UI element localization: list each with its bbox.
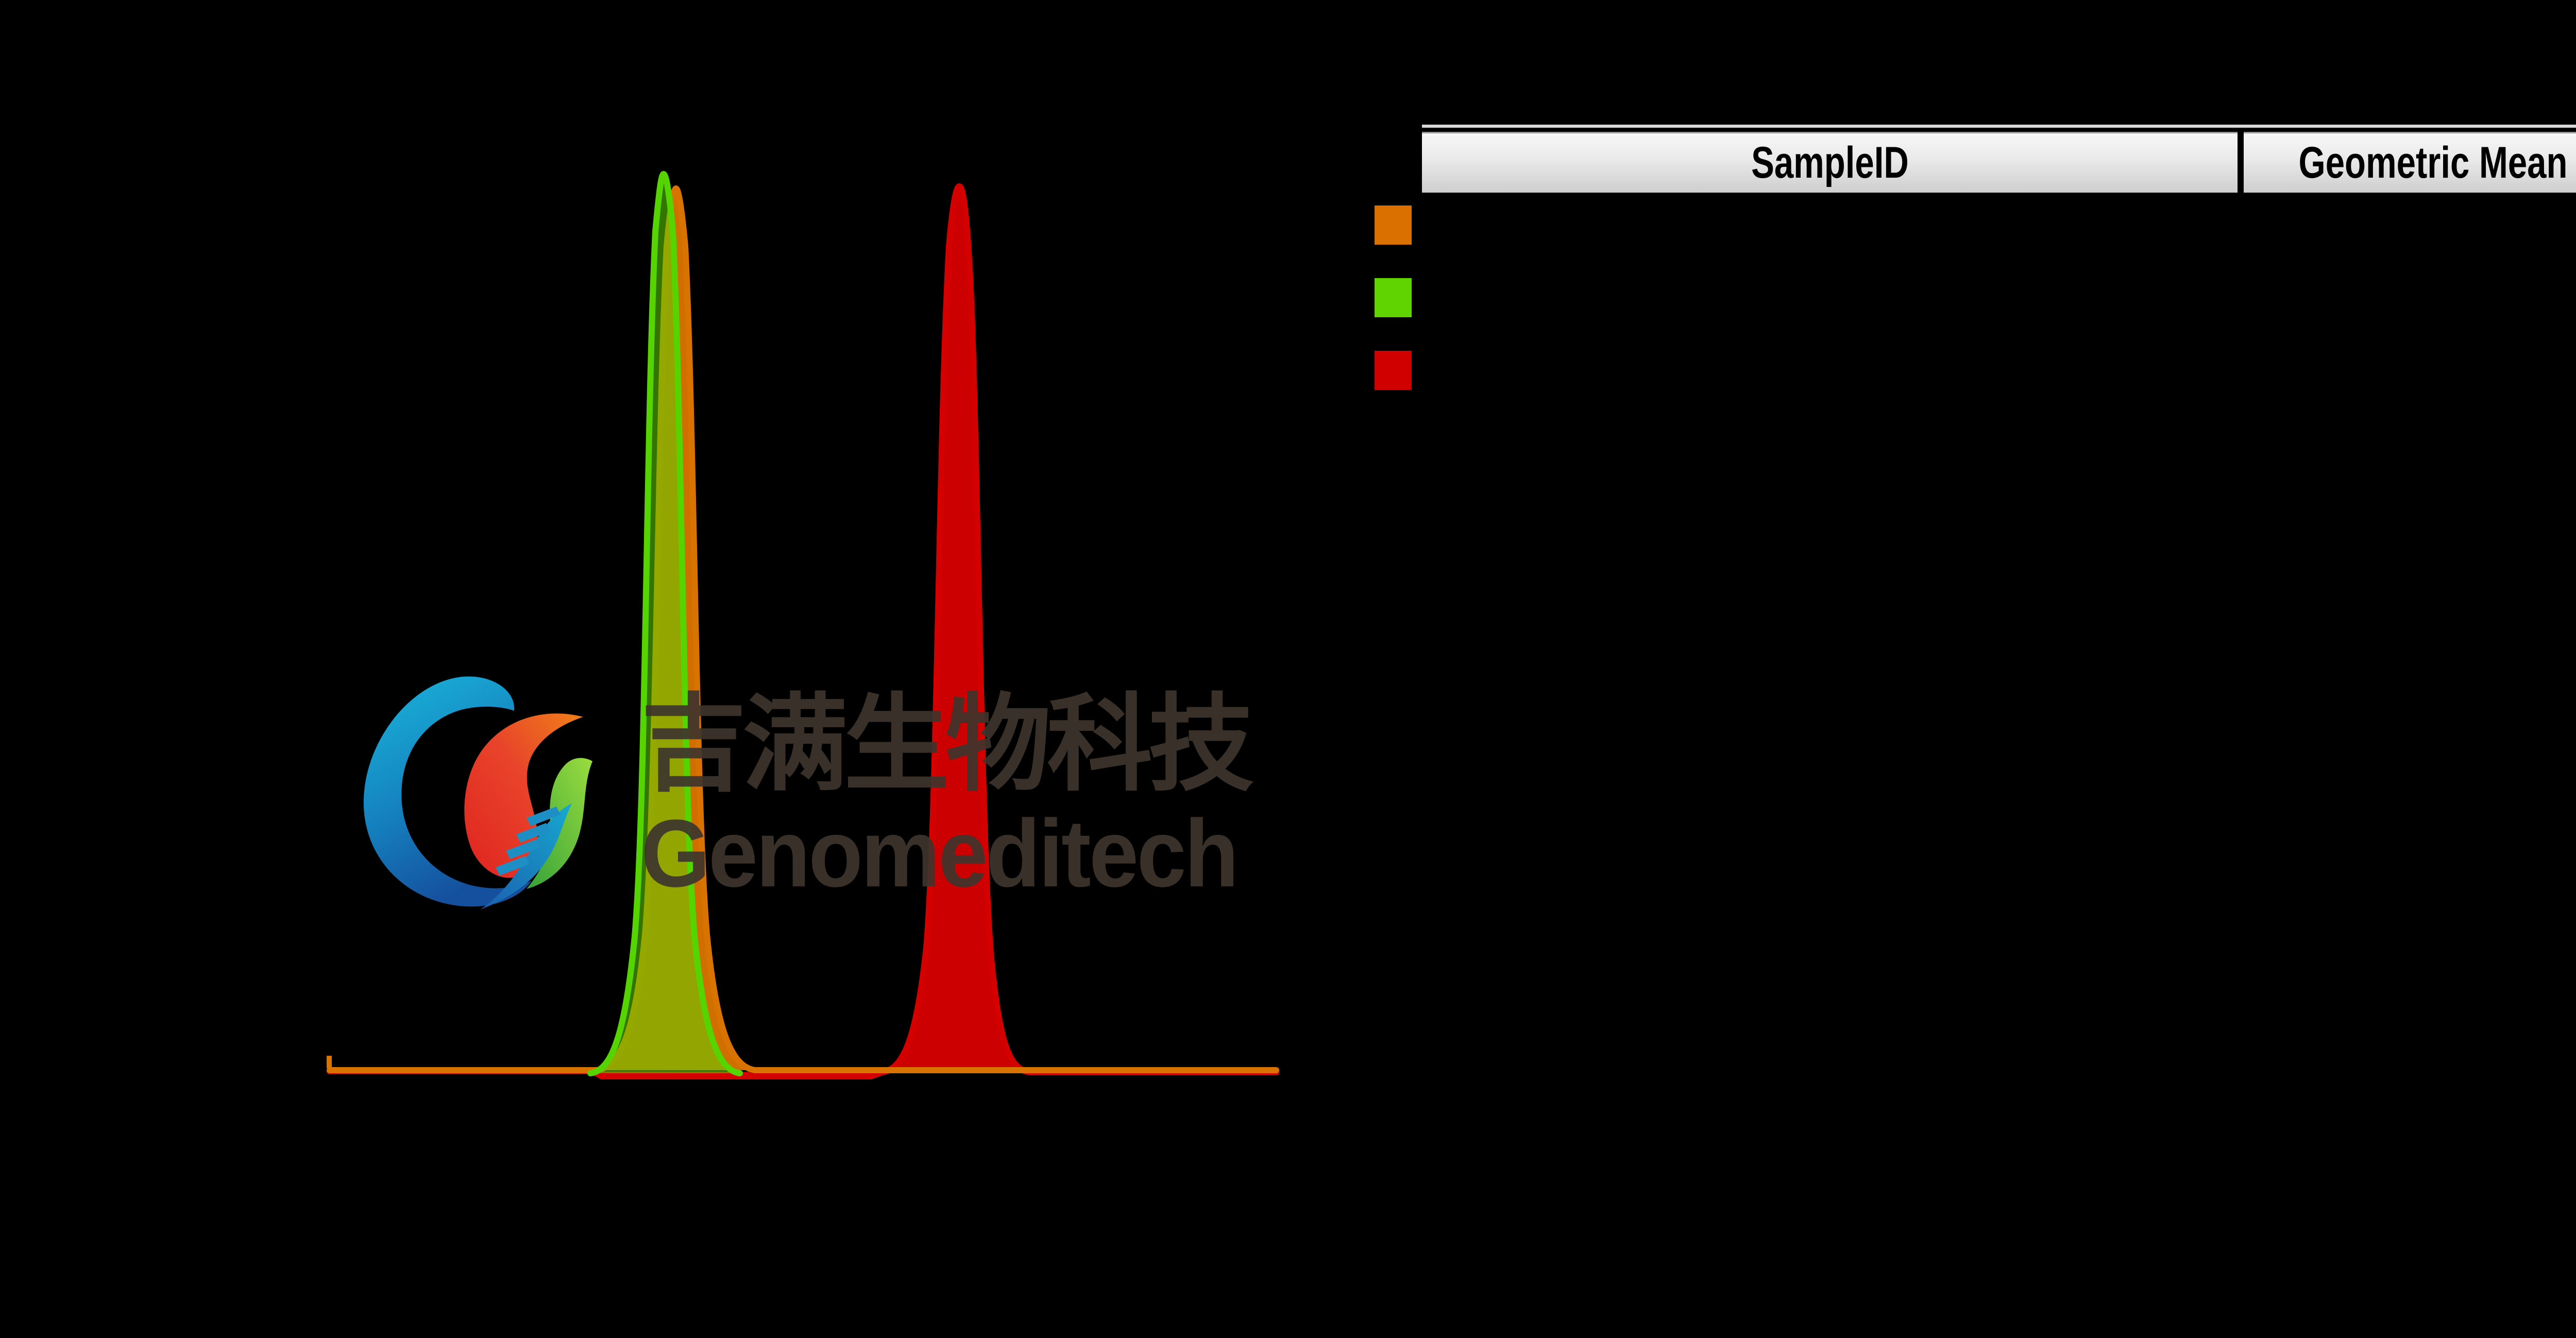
column-header-sampleid-label: SampleID [1751,138,1909,187]
column-header-geometric-mean-label: Geometric Mean : FL11-H [2298,138,2576,187]
histogram-curve-orange [327,185,1279,1073]
legend-swatch-orange [1375,205,1412,245]
genomeditech-logo [363,676,592,910]
column-header-geometric-mean: Geometric Mean : FL11-H [2244,132,2576,193]
legend-swatch-red [1375,351,1412,390]
histogram-curve-green-stroke [587,171,743,1076]
logo-red-flame [464,713,583,878]
results-table-header: SampleID Geometric Mean : FL11-H [1422,132,2576,193]
logo-blue-swirl [363,676,532,907]
histogram-curve-green-fill [590,174,740,1073]
watermark-company-name-cn: 吉满生物科技 [641,685,1254,803]
column-header-sampleid: SampleID [1422,132,2238,193]
table-outer-top-border [1422,125,2576,128]
watermark-company-name-en: Genomeditech [641,800,1239,907]
baseline-start-tick [327,1056,332,1068]
histogram-curve-red [327,183,1279,1079]
legend-swatch-green [1375,278,1412,317]
logo-dna-rungs [496,807,561,876]
